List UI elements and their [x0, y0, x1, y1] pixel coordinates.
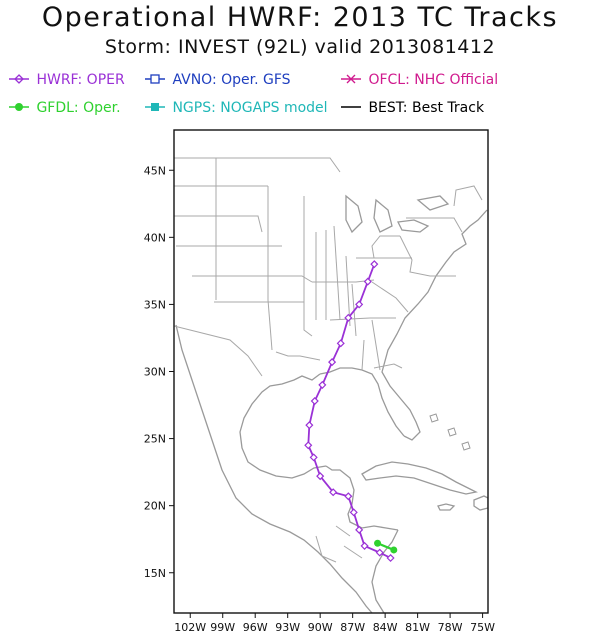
- legend-avno: AVNO: Oper. GFS: [144, 71, 291, 89]
- line-icon: [341, 106, 361, 108]
- gfdl-track-point: [390, 546, 398, 554]
- lon-tick-label: 84W: [373, 621, 398, 634]
- legend-ofcl: OFCL: NHC Official: [340, 71, 498, 89]
- hwrf-track-point: [344, 492, 353, 501]
- hwrf-track-point: [329, 488, 338, 497]
- coastline-atlantic: [381, 209, 488, 441]
- gfdl-track-point: [374, 539, 382, 547]
- coastline-jamaica: [437, 503, 456, 511]
- hwrf-track-point: [355, 300, 364, 309]
- lon-tick-label: 78W: [438, 621, 463, 634]
- hwrf-track-point: [328, 358, 337, 367]
- longitude-axis: 102W 99W 96W 93W 90W 87W 84W 81W 78W 75W: [174, 613, 495, 634]
- lat-tick-label: 40N: [144, 231, 166, 244]
- x-icon: [341, 74, 361, 84]
- filled-square-icon: [145, 103, 165, 111]
- coastline-gulf-mexico: [239, 373, 327, 479]
- coastline-great-lakes: [345, 194, 450, 234]
- storm-tracks: [304, 260, 398, 563]
- legend-hwrf: HWRF: OPER: [8, 71, 125, 89]
- hwrf-track-point: [309, 453, 318, 462]
- hwrf-track-point: [344, 313, 353, 322]
- lat-tick-label: 45N: [144, 164, 166, 177]
- legend-best: BEST: Best Track: [340, 99, 484, 117]
- hwrf-track-point: [349, 508, 358, 517]
- hwrf-track-point: [316, 472, 325, 481]
- coastline-pacific: [175, 324, 373, 613]
- hwrf-track-point: [318, 380, 327, 389]
- dot-icon: [9, 103, 29, 111]
- chart-subtitle: Storm: INVEST (92L) valid 2013081412: [104, 36, 496, 58]
- lon-tick-label: 75W: [470, 621, 495, 634]
- hwrf-track-point: [360, 541, 369, 550]
- coastline-yucatan: [325, 465, 399, 531]
- lon-tick-label: 99W: [210, 621, 235, 634]
- hwrf-track-point: [355, 525, 364, 534]
- coastline-hispaniola: [473, 495, 488, 511]
- square-icon: [145, 74, 165, 84]
- legend-ngps-label: NGPS: NOGAPS model: [172, 100, 328, 116]
- hwrf-track-point: [375, 548, 384, 557]
- lat-tick-label: 20N: [144, 500, 166, 513]
- lat-tick-label: 25N: [144, 433, 166, 446]
- lat-tick-label: 30N: [144, 366, 166, 379]
- coastline-central-america: [371, 529, 399, 613]
- state-borders: [174, 157, 483, 563]
- hwrf-track-point: [386, 553, 395, 563]
- lat-tick-label: 15N: [144, 567, 166, 580]
- lon-tick-label: 102W: [174, 621, 206, 634]
- lon-tick-label: 96W: [243, 621, 268, 634]
- hwrf-track-point: [310, 396, 319, 406]
- hwrf-track-point: [305, 421, 314, 430]
- chart-title: Operational HWRF: 2013 TC Tracks: [41, 2, 559, 33]
- coastline-cuba: [361, 461, 478, 495]
- hwrf-track-point: [370, 260, 379, 269]
- hwrf-track-point: [304, 441, 313, 450]
- hwrf-track-point: [336, 339, 345, 348]
- legend-avno-label: AVNO: Oper. GFS: [172, 72, 291, 88]
- lon-tick-label: 93W: [275, 621, 300, 634]
- bahamas: [429, 413, 471, 451]
- lon-tick-label: 81W: [405, 621, 430, 634]
- legend-gfdl-label: GFDL: Oper.: [36, 100, 121, 116]
- lon-tick-label: 87W: [340, 621, 365, 634]
- lat-tick-label: 35N: [144, 298, 166, 311]
- legend-gfdl: GFDL: Oper.: [8, 99, 121, 117]
- legend-hwrf-label: HWRF: OPER: [36, 72, 125, 88]
- lon-tick-label: 90W: [308, 621, 333, 634]
- hwrf-track-point: [363, 277, 372, 286]
- latitude-axis: 15N 20N 25N 30N 35N 40N 45N: [144, 164, 174, 580]
- diamond-icon: [9, 74, 29, 84]
- legend-ofcl-label: OFCL: NHC Official: [368, 72, 499, 88]
- legend-best-label: BEST: Best Track: [368, 100, 485, 116]
- legend-ngps: NGPS: NOGAPS model: [144, 99, 328, 117]
- coastline-florida-gulf: [319, 367, 405, 437]
